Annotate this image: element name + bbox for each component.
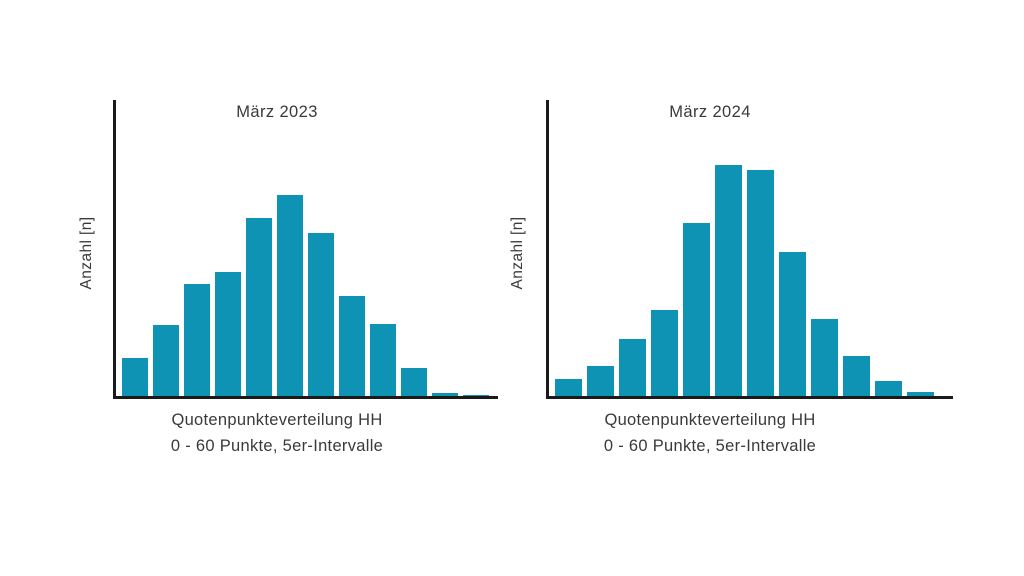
x-axis-label-line1: Quotenpunkteverteilung HH <box>171 411 383 429</box>
y-axis-label: Anzahl [n] <box>509 216 526 290</box>
bar-50-55 <box>875 381 902 396</box>
x-axis-label: Quotenpunkteverteilung HH 0 - 60 Punkte,… <box>114 407 440 459</box>
bar-45-50 <box>843 356 870 396</box>
x-axis-line <box>113 396 498 399</box>
bar-35-40 <box>779 252 806 396</box>
bar-5-10 <box>153 325 179 396</box>
bar-0-5 <box>122 358 148 396</box>
bar-20-25 <box>246 218 272 396</box>
bar-5-10 <box>587 366 614 396</box>
chart-title: März 2024 <box>669 103 751 121</box>
bar-40-45 <box>811 319 838 396</box>
bar-50-55 <box>432 393 458 396</box>
bar-20-25 <box>683 223 710 396</box>
bar-45-50 <box>401 368 427 396</box>
bar-15-20 <box>215 272 241 396</box>
bar-10-15 <box>184 284 210 396</box>
x-axis-label: Quotenpunkteverteilung HH 0 - 60 Punkte,… <box>547 407 873 459</box>
bar-55-60 <box>907 392 934 396</box>
x-axis-label-line2: 0 - 60 Punkte, 5er-Intervalle <box>603 437 817 455</box>
bar-40-45 <box>370 324 396 396</box>
bars-row <box>555 100 934 396</box>
y-axis-line <box>546 100 549 399</box>
bar-30-35 <box>747 170 774 396</box>
bar-10-15 <box>619 339 646 396</box>
bar-0-5 <box>555 379 582 396</box>
x-axis-label-line2: 0 - 60 Punkte, 5er-Intervalle <box>170 437 384 455</box>
bars-row <box>122 100 489 396</box>
x-axis-label-line1: Quotenpunkteverteilung HH <box>604 411 816 429</box>
bar-55-60 <box>463 395 489 396</box>
bar-15-20 <box>651 310 678 396</box>
x-axis-line <box>546 396 953 399</box>
y-axis-line <box>113 100 116 399</box>
bar-25-30 <box>715 165 742 396</box>
bar-35-40 <box>339 296 365 396</box>
bar-30-35 <box>308 233 334 396</box>
chart-title: März 2023 <box>236 103 318 121</box>
bar-25-30 <box>277 195 303 396</box>
